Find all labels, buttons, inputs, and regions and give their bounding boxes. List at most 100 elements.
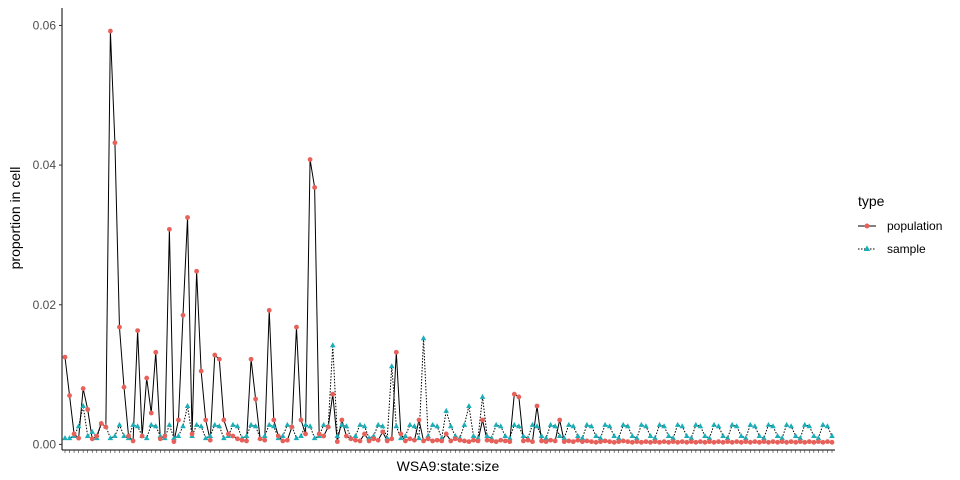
data-point-sample (511, 421, 518, 427)
data-point-sample (320, 421, 327, 427)
data-point-population (307, 157, 313, 162)
y-tick-label: 0.04 (33, 158, 57, 172)
data-point-population (616, 439, 622, 445)
data-point-population (516, 394, 522, 400)
data-point-population (371, 436, 377, 442)
legend-key-sample-marker (863, 245, 871, 251)
data-point-population (684, 439, 690, 445)
data-point-population (185, 215, 190, 220)
data-point-population (566, 438, 572, 444)
data-point-sample (89, 428, 96, 434)
data-point-sample (765, 421, 772, 427)
data-point-population (67, 393, 72, 398)
data-point-sample (388, 363, 395, 369)
data-point-sample (202, 435, 209, 441)
data-point-population (271, 417, 277, 423)
data-point-population (289, 424, 295, 430)
data-point-population (130, 438, 136, 444)
data-point-sample (593, 433, 599, 439)
data-point-sample (534, 423, 540, 429)
data-point-sample (248, 421, 254, 427)
data-point-population (652, 439, 658, 445)
data-point-population (375, 437, 381, 443)
data-point-population (815, 439, 821, 445)
data-point-sample (339, 421, 345, 427)
data-point-sample (447, 423, 454, 429)
data-point-population (298, 417, 304, 423)
data-point-sample (243, 433, 250, 439)
data-point-population (502, 438, 508, 444)
data-point-population (112, 140, 118, 146)
data-point-sample (520, 433, 527, 439)
data-point-sample (375, 421, 381, 427)
data-point-population (625, 439, 631, 445)
data-point-sample (706, 435, 713, 441)
data-point-sample (561, 435, 568, 441)
data-point-population (430, 438, 436, 444)
data-point-sample (171, 435, 177, 441)
data-point-sample (80, 403, 86, 409)
data-point-sample (702, 433, 708, 439)
data-point-population (117, 324, 122, 330)
data-point-population (575, 437, 581, 443)
data-point-sample (398, 435, 404, 441)
data-point-population (280, 438, 286, 444)
data-point-population (711, 439, 717, 445)
data-point-sample (470, 433, 477, 439)
data-point-sample (112, 433, 118, 439)
data-point-population (294, 324, 299, 330)
data-point-population (661, 439, 667, 445)
data-point-population (784, 439, 790, 445)
data-point-sample (407, 421, 413, 427)
data-point-population (389, 436, 395, 442)
data-point-sample (497, 423, 504, 429)
data-point-sample (606, 423, 613, 429)
data-point-population (398, 431, 404, 437)
data-point-population (489, 438, 495, 444)
data-point-sample (724, 435, 731, 441)
data-point-population (89, 436, 95, 442)
data-point-population (607, 439, 613, 445)
data-point-population (176, 417, 181, 423)
data-point-sample (506, 435, 513, 441)
data-point-sample (261, 433, 268, 439)
data-point-sample (656, 421, 663, 427)
data-point-sample (216, 423, 223, 429)
data-point-population (498, 437, 504, 443)
data-point-sample (75, 423, 82, 429)
data-point-population (802, 439, 808, 445)
data-point-population (716, 439, 721, 445)
data-point-sample (797, 435, 804, 441)
data-point-population (666, 439, 672, 445)
data-point-sample (266, 421, 273, 427)
data-point-population (235, 436, 240, 442)
data-point-sample (733, 423, 740, 429)
data-point-sample (693, 421, 699, 427)
data-point-sample (479, 393, 486, 399)
data-point-sample (416, 435, 422, 441)
data-point-population (752, 439, 758, 445)
data-point-population (80, 386, 86, 391)
data-point-population (189, 431, 195, 437)
data-point-sample (711, 421, 717, 427)
data-point-population (98, 421, 104, 426)
legend-key-population-marker (864, 223, 870, 229)
data-point-sample (130, 421, 136, 427)
data-point-population (416, 417, 422, 423)
y-tick-label: 0.00 (33, 437, 57, 451)
data-point-population (539, 438, 544, 444)
data-point-population (325, 424, 331, 430)
data-point-sample (538, 433, 545, 439)
data-point-sample (234, 423, 241, 429)
data-point-sample (402, 433, 409, 439)
data-point-sample (575, 433, 581, 439)
data-point-population (788, 439, 794, 445)
data-point-population (747, 439, 753, 445)
data-point-sample (384, 435, 391, 441)
data-point-population (85, 407, 91, 412)
data-point-sample (783, 421, 790, 427)
data-point-sample (420, 335, 427, 341)
data-point-sample (584, 421, 590, 427)
data-point-sample (284, 421, 291, 427)
